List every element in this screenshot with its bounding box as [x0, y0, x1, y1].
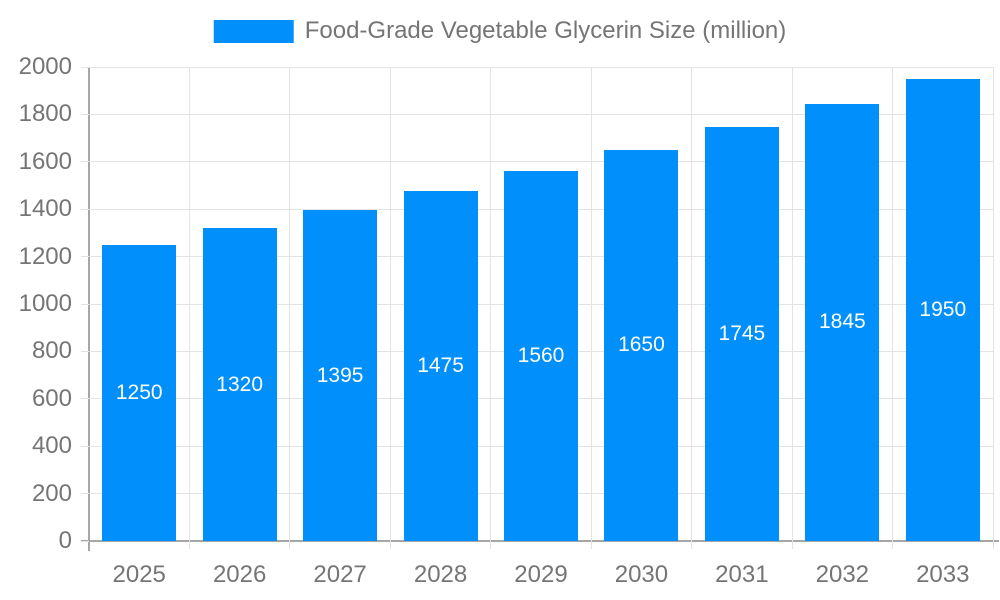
bar-value-label: 1845 — [818, 310, 866, 334]
x-axis-labels: 2025 2026 2027 2028 2029 2030 2031 2032 2033 — [89, 541, 993, 588]
bar-2033[interactable]: 1950 — [905, 78, 980, 541]
h-gridline — [81, 113, 993, 115]
y-tick-label: 1800 — [18, 100, 72, 128]
x-tick-label: 2025 — [112, 561, 166, 588]
bar-2030[interactable]: 1650 — [604, 149, 679, 541]
x-tick-label: 2032 — [815, 561, 870, 588]
x-tick-label: 2027 — [313, 561, 367, 588]
v-gridline — [289, 67, 291, 549]
bar-2026[interactable]: 1320 — [202, 228, 277, 541]
x-tick-label: 2030 — [614, 561, 669, 588]
y-tick-label: 1200 — [18, 242, 72, 270]
legend-label: Food-Grade Vegetable Glycerin Size (mill… — [304, 17, 787, 44]
bar-2029[interactable]: 1560 — [504, 171, 578, 541]
y-axis-line — [88, 67, 90, 551]
y-axis-labels: 0 200 400 600 800 1000 1200 1400 1600 1800 2000 — [0, 54, 72, 554]
y-tick-label: 0 — [58, 527, 72, 554]
x-tick-label: 2028 — [413, 561, 468, 588]
bar-value-label: 1395 — [316, 363, 364, 387]
bar-value-label: 1250 — [115, 380, 163, 404]
y-tick-label: 1600 — [18, 147, 72, 175]
x-tick-label: 2029 — [514, 561, 568, 588]
y-tick-label: 1400 — [18, 195, 72, 223]
x-tick-label: 2033 — [916, 561, 970, 588]
bar-value-label: 1475 — [417, 354, 464, 378]
v-gridline — [992, 67, 994, 549]
h-gridline — [81, 66, 993, 68]
bar-value-label: 1745 — [718, 322, 766, 346]
bar-2031[interactable]: 1745 — [704, 127, 779, 541]
bar-value-label: 1320 — [216, 372, 264, 396]
y-tick-label: 400 — [31, 432, 72, 460]
x-tick-label: 2026 — [212, 561, 267, 588]
y-tick-label: 1000 — [18, 290, 72, 317]
bar-value-label: 1560 — [517, 344, 565, 368]
bar-2032[interactable]: 1845 — [805, 103, 880, 541]
y-tick-label: 800 — [31, 337, 72, 365]
h-gridline-tick — [81, 540, 89, 542]
bar-value-label: 1950 — [919, 297, 967, 321]
x-tick-label: 2031 — [715, 561, 769, 588]
bar-2025[interactable]: 1250 — [102, 244, 177, 541]
v-gridline — [490, 67, 492, 549]
v-gridline — [791, 67, 793, 549]
v-gridline — [389, 67, 391, 549]
bar-value-label: 1650 — [618, 333, 665, 357]
h-gridline — [81, 161, 993, 163]
y-tick-label: 2000 — [18, 53, 72, 80]
bar-2028[interactable]: 1475 — [403, 191, 478, 541]
v-gridline — [892, 67, 894, 549]
bar-2027[interactable]: 1395 — [303, 210, 378, 541]
y-tick-label: 200 — [31, 479, 72, 507]
v-gridline — [590, 67, 592, 549]
x-axis-line — [81, 540, 999, 542]
v-gridline — [188, 67, 190, 549]
v-gridline — [691, 67, 693, 549]
legend-swatch — [213, 19, 294, 43]
chart-legend[interactable]: Food-Grade Vegetable Glycerin Size (mill… — [213, 17, 787, 45]
plot-area: 1250 1320 1395 1475 1560 1650 1745 1845 1950 — [81, 66, 999, 551]
y-tick-label: 600 — [31, 384, 72, 412]
